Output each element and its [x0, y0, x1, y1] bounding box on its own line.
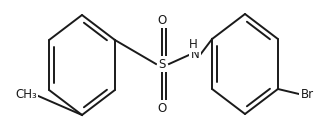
Text: Br: Br: [300, 88, 314, 100]
Text: H: H: [189, 38, 197, 51]
Text: O: O: [157, 13, 167, 26]
Text: N: N: [191, 49, 199, 61]
Text: O: O: [157, 102, 167, 115]
Text: S: S: [158, 57, 166, 71]
Text: CH₃: CH₃: [15, 88, 37, 102]
